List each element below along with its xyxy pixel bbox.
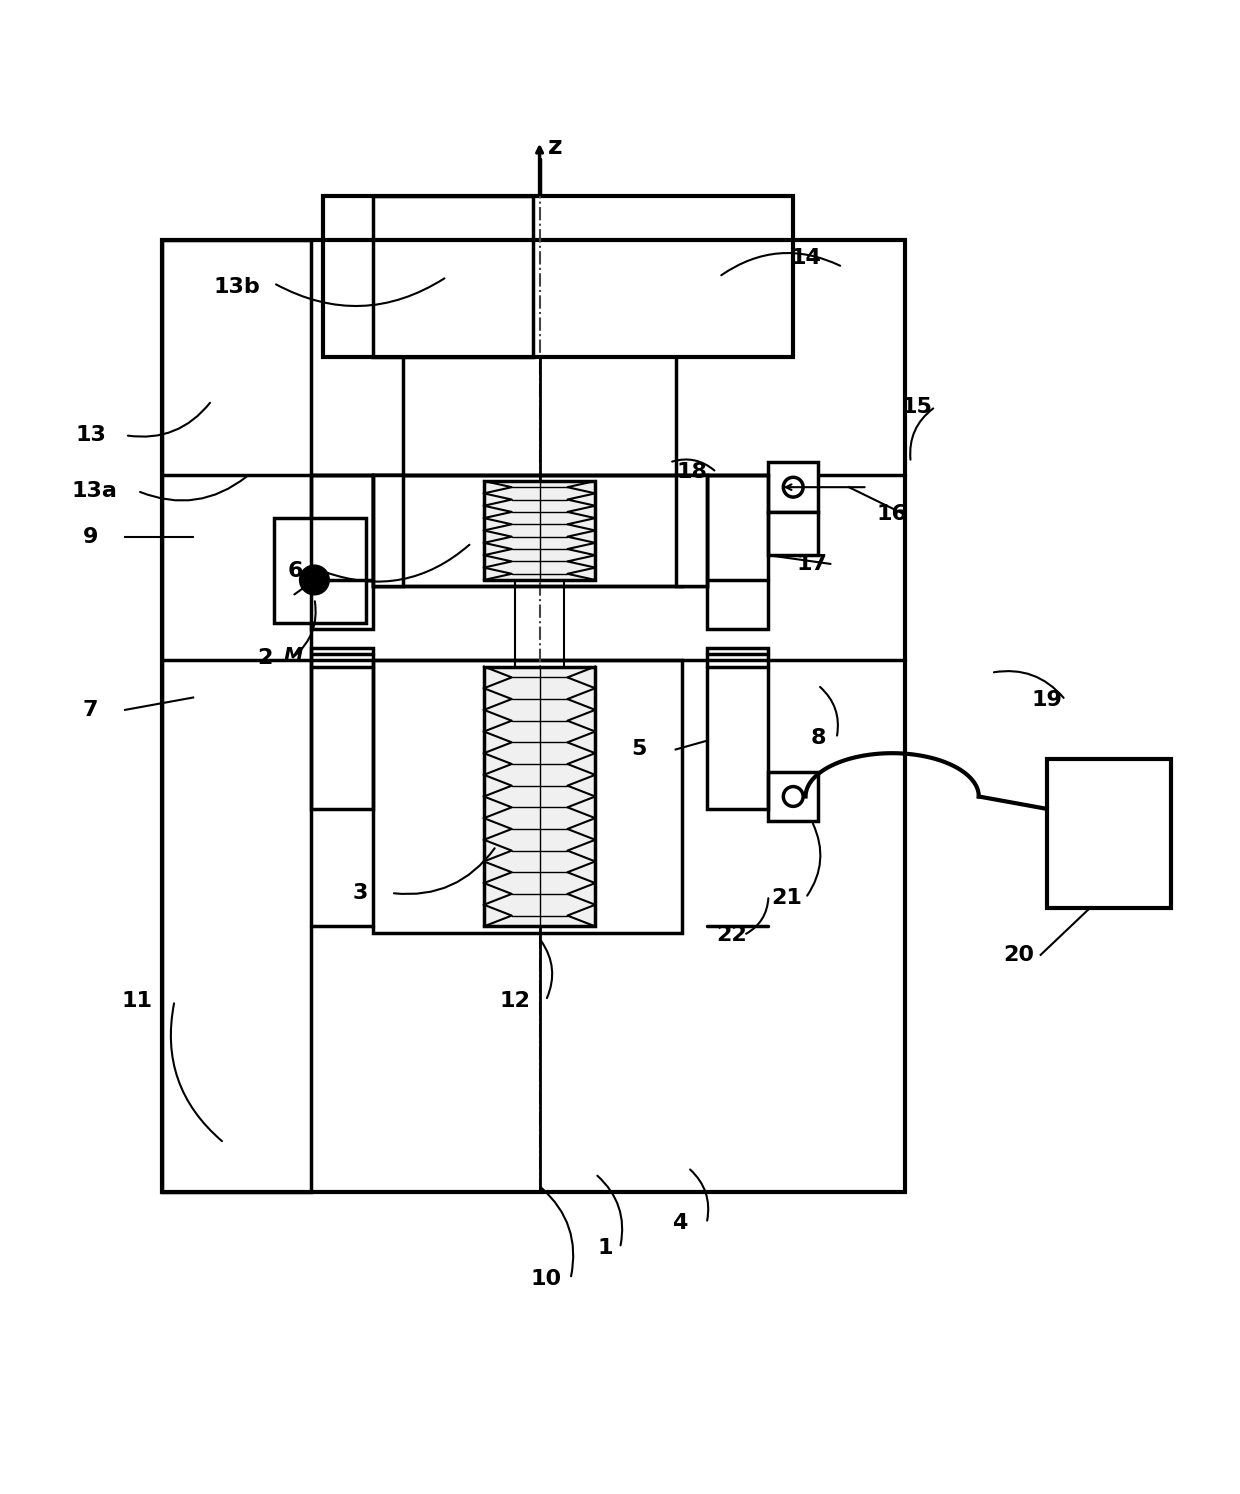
Text: 15: 15 <box>901 397 932 417</box>
Text: 19: 19 <box>1032 690 1063 710</box>
Text: 6: 6 <box>288 562 304 581</box>
Bar <box>372 196 533 357</box>
Bar <box>372 660 682 932</box>
Bar <box>769 463 818 512</box>
Text: z: z <box>548 134 563 158</box>
Text: M: M <box>284 645 303 665</box>
Text: 20: 20 <box>1003 944 1034 965</box>
Text: 16: 16 <box>877 505 908 524</box>
Text: 21: 21 <box>771 887 802 908</box>
Bar <box>372 475 707 586</box>
Text: 13b: 13b <box>213 276 260 297</box>
Text: 13: 13 <box>76 426 105 445</box>
Bar <box>311 475 372 629</box>
Bar <box>162 239 311 1192</box>
Bar <box>769 512 818 556</box>
Bar <box>311 648 372 808</box>
Bar <box>1047 759 1171 908</box>
Text: 5: 5 <box>631 740 646 759</box>
Text: 11: 11 <box>122 991 153 1010</box>
Bar <box>707 648 769 808</box>
Text: 17: 17 <box>796 554 827 574</box>
Bar <box>274 518 366 623</box>
Bar <box>324 196 794 357</box>
Text: 18: 18 <box>676 462 707 483</box>
Bar <box>769 772 818 822</box>
Text: 4: 4 <box>672 1213 687 1234</box>
Text: 22: 22 <box>715 925 746 946</box>
Text: 1: 1 <box>598 1239 613 1258</box>
Text: 2: 2 <box>257 648 273 668</box>
Circle shape <box>300 565 330 595</box>
Bar <box>372 475 403 586</box>
Bar <box>707 475 769 629</box>
Bar <box>484 481 595 580</box>
Text: 7: 7 <box>83 699 98 720</box>
Bar <box>162 239 904 1192</box>
Text: 14: 14 <box>790 248 821 269</box>
Text: 12: 12 <box>500 991 531 1010</box>
Text: 8: 8 <box>810 729 826 748</box>
Text: 13a: 13a <box>71 481 117 500</box>
Text: 3: 3 <box>352 883 368 902</box>
Text: 10: 10 <box>531 1268 562 1289</box>
Bar <box>484 666 595 926</box>
Bar <box>676 475 707 586</box>
Text: 9: 9 <box>83 527 98 547</box>
Bar <box>372 475 682 586</box>
